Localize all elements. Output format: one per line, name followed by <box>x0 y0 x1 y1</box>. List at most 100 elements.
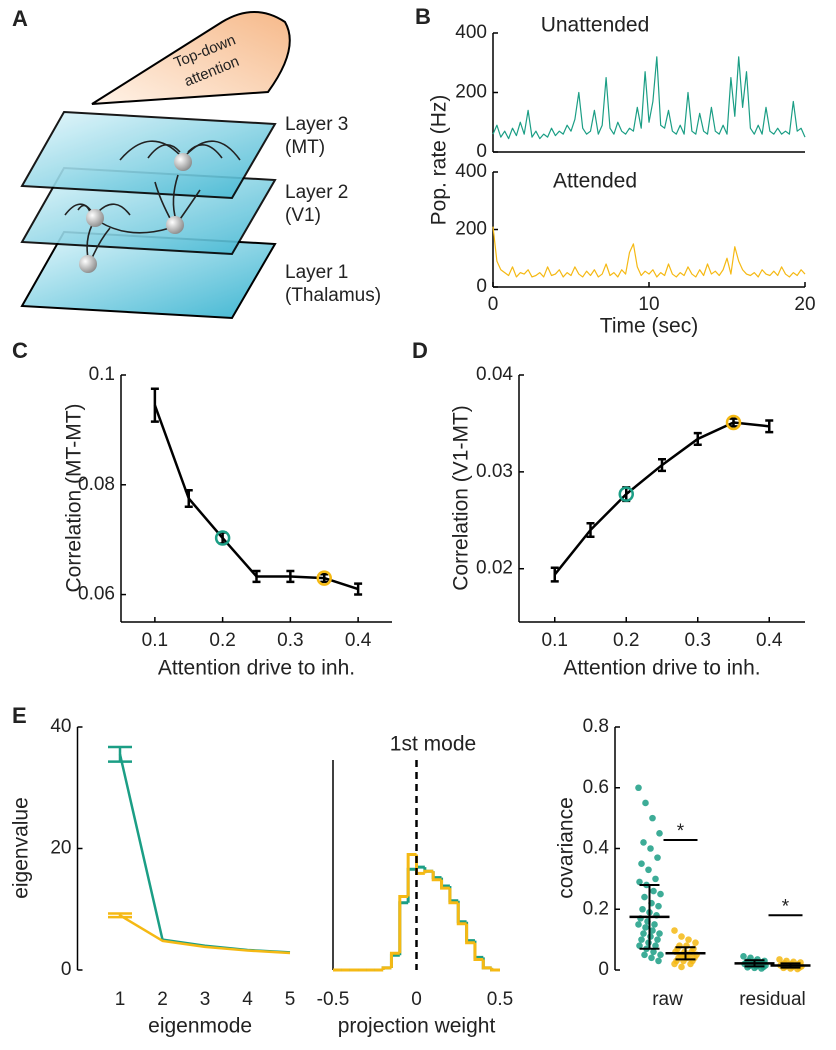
x-tick-label: 0.1 <box>542 630 568 651</box>
x-tick-label: 0.5 <box>487 989 513 1010</box>
data-point <box>649 927 656 934</box>
data-point <box>671 927 678 934</box>
error-bar <box>765 419 774 434</box>
data-point <box>650 948 657 956</box>
attention-cone <box>91 11 291 105</box>
y-tick-label: 0.4 <box>583 838 610 859</box>
data-point <box>635 921 642 928</box>
x-tick-label: 4 <box>242 989 253 1010</box>
neuron <box>174 153 192 171</box>
y-tick-label: 0.06 <box>78 584 115 605</box>
panel-label: D <box>412 338 428 363</box>
error-bar <box>586 521 595 539</box>
error-bar <box>108 912 132 919</box>
y-axis-label: Pop. rate (Hz) <box>428 95 451 226</box>
x-axis-label: eigenmode <box>148 1015 252 1038</box>
data-point <box>657 890 664 898</box>
x-tick-label: 0.2 <box>209 630 235 651</box>
data-point <box>642 924 649 931</box>
data-point <box>692 939 699 946</box>
x-tick-label: 0.2 <box>613 630 639 651</box>
x-tick-label: 0.3 <box>277 630 303 651</box>
neuron <box>166 216 184 234</box>
x-tick-label: 3 <box>200 989 211 1010</box>
line <box>118 754 291 954</box>
data-point <box>652 875 659 883</box>
data-point <box>641 951 648 959</box>
error-bar <box>150 387 159 423</box>
y-tick-label: 200 <box>455 219 487 240</box>
error-bar <box>729 417 738 428</box>
histogram-step <box>423 869 434 874</box>
line <box>119 914 291 955</box>
x-axis-label: Attention drive to inh. <box>563 657 760 680</box>
histogram-step <box>473 942 484 961</box>
histogram-step <box>389 951 400 968</box>
data-point <box>649 814 656 822</box>
error-bar <box>550 566 559 583</box>
layer-label: (Thalamus) <box>285 285 381 306</box>
panel-label: A <box>12 6 28 31</box>
highlight-marker <box>214 530 231 546</box>
x-tick-label: 0 <box>488 294 499 315</box>
highlight-marker <box>316 570 332 586</box>
x-axis-label: Time (sec) <box>600 315 698 338</box>
y-axis-label: Correlation (V1-MT) <box>450 405 473 591</box>
data-point <box>740 953 747 960</box>
data-point <box>641 893 648 901</box>
layer-label: Layer 2 <box>285 182 348 203</box>
error-bar <box>658 458 666 473</box>
y-tick-label: 0.6 <box>583 777 609 798</box>
y-tick-label: 20 <box>50 838 71 859</box>
data-point <box>635 784 642 792</box>
y-tick-label: 0 <box>61 959 72 980</box>
layer-label: Layer 3 <box>285 114 348 135</box>
x-tick-label: 0.3 <box>685 630 711 651</box>
y-tick-label: 0 <box>476 276 487 297</box>
x-axis-label: Attention drive to inh. <box>158 657 355 680</box>
y-axis-label: Correlation (MT-MT) <box>63 403 86 592</box>
chart-title: Attended <box>553 170 637 193</box>
highlight-marker <box>725 414 742 431</box>
x-tick-label: 20 <box>794 294 815 315</box>
y-tick-label: 0.1 <box>89 364 115 385</box>
data-point <box>638 860 645 867</box>
error-bar <box>286 569 295 584</box>
data-point <box>685 936 692 943</box>
histogram-step <box>440 879 450 890</box>
x-tick-label: 0 <box>411 989 422 1010</box>
y-tick-label: 0 <box>598 959 609 980</box>
x-tick-label: 10 <box>638 294 659 315</box>
significance-label: * <box>782 896 790 917</box>
layer-plane <box>20 110 277 200</box>
histogram-step <box>456 902 467 926</box>
histogram-step <box>481 959 492 970</box>
data-point <box>638 936 645 943</box>
histogram-step <box>398 895 409 954</box>
data-point <box>640 930 647 937</box>
line <box>492 226 806 278</box>
y-tick-label: 0.08 <box>78 474 115 495</box>
data-point <box>640 839 647 846</box>
y-tick-label: 0.03 <box>476 461 513 482</box>
data-point <box>636 942 643 949</box>
data-point <box>657 951 664 959</box>
data-point <box>776 956 783 963</box>
histogram-step <box>381 966 392 970</box>
histogram-step <box>490 967 500 972</box>
data-point <box>656 830 663 837</box>
error-bar <box>252 569 261 584</box>
x-tick-label: 5 <box>285 989 296 1010</box>
layer-label: Layer 1 <box>285 262 348 283</box>
data-point <box>687 960 694 968</box>
histogram-step <box>406 853 417 897</box>
data-point <box>656 930 663 937</box>
data-point <box>655 957 662 965</box>
data-point <box>678 933 685 940</box>
chart-title: Unattended <box>541 14 650 37</box>
x-tick-label: 0.1 <box>142 630 168 651</box>
data-point <box>655 902 662 910</box>
x-tick-label: 2 <box>157 989 168 1010</box>
x-axis-label: projection weight <box>338 1015 496 1038</box>
